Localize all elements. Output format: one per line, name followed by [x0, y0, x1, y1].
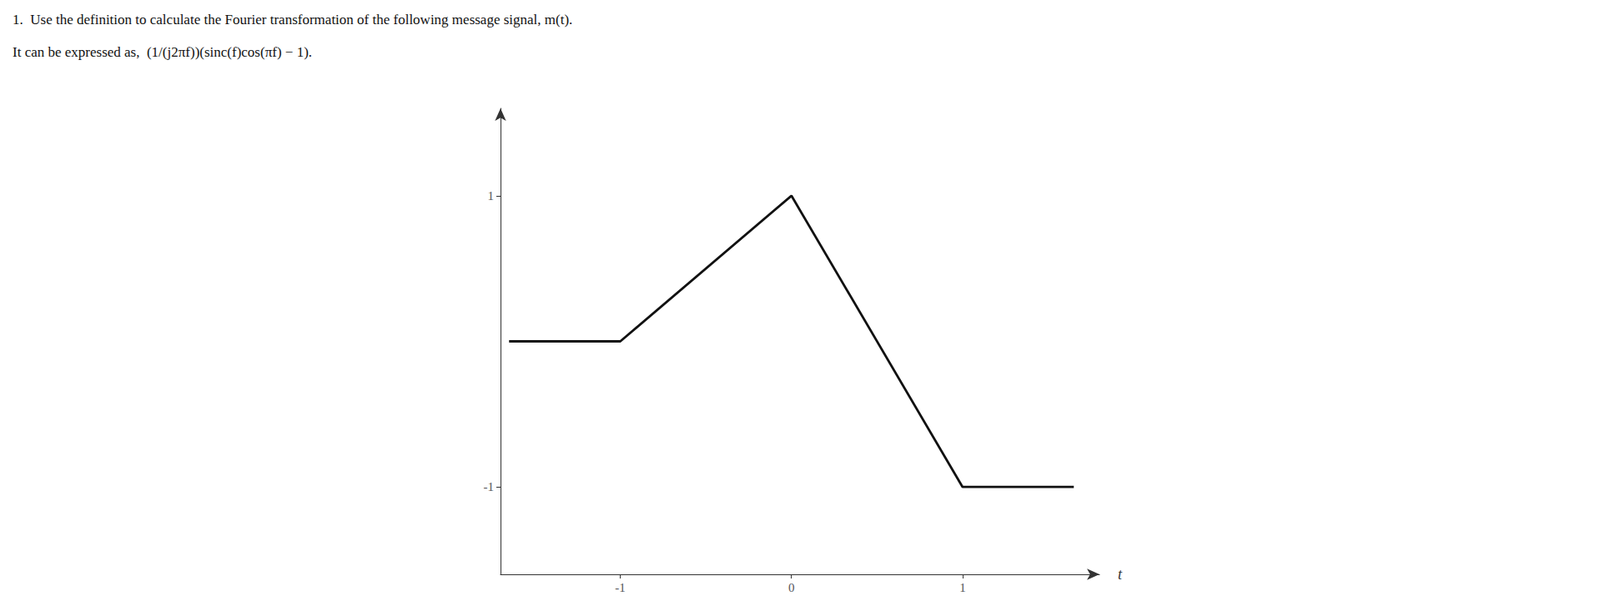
svg-text:t: t — [1117, 566, 1123, 584]
svg-text:-1: -1 — [614, 581, 626, 595]
svg-text:0: 0 — [788, 581, 795, 595]
svg-text:-1: -1 — [483, 480, 495, 494]
svg-text:1: 1 — [488, 189, 495, 203]
svg-text:1: 1 — [959, 581, 967, 595]
svg-text:1. Use the definition to calc: 1. Use the definition to calculate the F… — [12, 11, 573, 28]
svg-text:It can be expressed as, (1/(j: It can be expressed as, (1/(j2πf))(sinc(… — [12, 44, 312, 61]
